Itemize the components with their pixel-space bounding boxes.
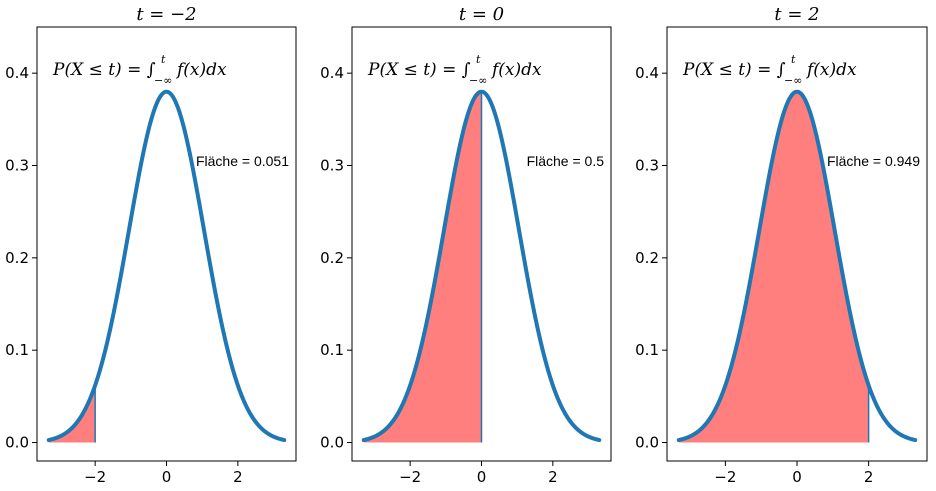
subplot-3: −2 0 2 0.0 0.1 0.2 0.3 0.4 t = 2 P(X ≤ t) = ∫ t −∞f… — [635, 4, 928, 486]
y-tick-label: 0.0 — [635, 434, 659, 452]
formula-text: P(X ≤ t) = ∫ — [52, 60, 156, 80]
y-tick-label: 0.3 — [320, 157, 344, 175]
formula-upper-limit: t — [161, 53, 166, 66]
density-curve — [361, 89, 602, 443]
x-tick-label: 2 — [548, 468, 558, 486]
subplot-title: t = −2 — [136, 4, 196, 25]
y-tick-label: 0.2 — [320, 249, 344, 267]
subplot-title: t = 0 — [459, 4, 504, 25]
area-label: Fläche = 0.051 — [196, 153, 289, 169]
x-tick-label: 0 — [162, 468, 172, 486]
y-tick-label: 0.0 — [320, 434, 344, 452]
density-curve — [676, 89, 918, 443]
area-label: Fläche = 0.949 — [827, 153, 920, 169]
y-tick-label: 0.1 — [5, 341, 29, 359]
x-tick-label: −2 — [399, 468, 421, 486]
formula-text: P(X ≤ t) = ∫ — [367, 60, 471, 80]
y-tick-label: 0.3 — [5, 157, 29, 175]
formula-upper-limit: t — [791, 53, 796, 66]
x-tick-label: −2 — [84, 468, 106, 486]
subplot-title: t = 2 — [774, 4, 819, 25]
formula-upper-limit: t — [476, 53, 481, 66]
x-tick-label: 0 — [792, 468, 802, 486]
formula-lower-limit: −∞ — [469, 74, 487, 87]
x-tick-label: 0 — [477, 468, 487, 486]
y-tick-label: 0.1 — [635, 341, 659, 359]
formula-lower-limit: −∞ — [154, 74, 172, 87]
formula-integrand: f(x)dx — [175, 60, 227, 80]
y-tick-label: 0.3 — [635, 157, 659, 175]
y-tick-label: 0.4 — [635, 64, 659, 82]
shaded-area — [48, 385, 96, 443]
area-label: Fläche = 0.5 — [527, 153, 605, 169]
x-tick-label: −2 — [714, 468, 736, 486]
y-tick-label: 0.4 — [320, 64, 344, 82]
y-tick-label: 0.2 — [635, 249, 659, 267]
formula-lower-limit: −∞ — [784, 74, 802, 87]
subplot-2: −2 0 2 0.0 0.1 0.2 0.3 0.4 t = 0 P(X ≤ t) = ∫ t −∞f… — [320, 4, 612, 486]
y-tick-label: 0.1 — [320, 341, 344, 359]
y-tick-label: 0.2 — [5, 249, 29, 267]
density-curve — [46, 89, 287, 443]
y-tick-label: 0.4 — [5, 64, 29, 82]
y-tick-label: 0.0 — [5, 434, 29, 452]
formula-text: P(X ≤ t) = ∫ — [682, 60, 786, 80]
formula-integrand: f(x)dx — [490, 60, 542, 80]
shaded-area — [363, 91, 482, 443]
subplot-1: −2 0 2 0.0 0.1 0.2 0.3 0.4 t = −2 P(X ≤ t) = ∫ t −∞… — [5, 4, 297, 486]
x-tick-label: 2 — [233, 468, 243, 486]
formula-integrand: f(x)dx — [805, 60, 857, 80]
x-tick-label: 2 — [864, 468, 874, 486]
shaded-area — [678, 91, 869, 443]
